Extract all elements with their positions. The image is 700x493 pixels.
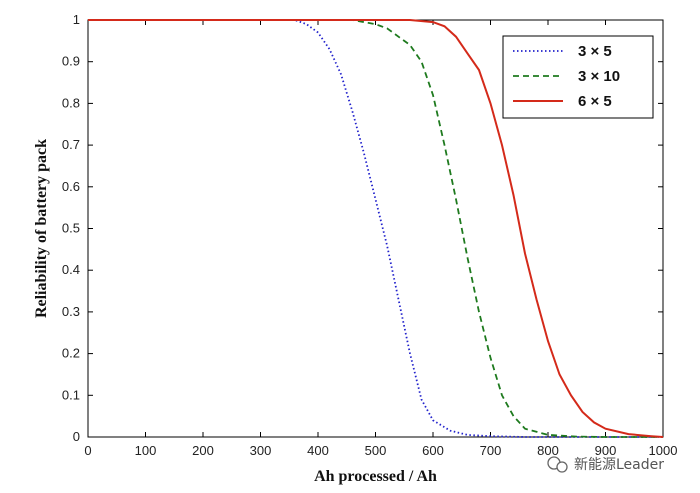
y-axis-title: Reliability of battery pack [33,139,50,318]
y-tick-label: 0.1 [62,387,80,402]
axis-ticks: 0 100 200 300 400 500 600 700 800 900 1000 0 0.1 0.2 0… [62,12,678,458]
legend-box [502,35,654,119]
y-tick-label: 0.5 [62,221,80,236]
legend-label-2: 3 × 10 [578,68,620,85]
x-tick-label: 1000 [649,443,678,458]
y-tick-label: 0.3 [62,304,80,319]
x-tick-label: 700 [480,443,502,458]
y-tick-label: 0.7 [62,137,80,152]
legend-label-3: 6 × 5 [578,93,612,110]
watermark-text: 新能源Leader [574,457,664,473]
x-tick-label: 200 [192,443,214,458]
legend: 3 × 5 3 × 10 6 × 5 [502,35,654,119]
y-tick-label: 1 [73,12,80,27]
wechat-icon-secondary [556,461,568,473]
x-tick-label: 500 [365,443,387,458]
series-lines [88,19,664,438]
y-tick-label: 0 [73,429,80,444]
x-tick-label: 300 [250,443,272,458]
series-line-3 [88,19,664,438]
series-line-2 [88,19,663,438]
x-tick-label: 0 [84,443,91,458]
watermark: 新能源Leader [547,456,664,473]
series-line-1 [88,19,663,438]
x-tick-label: 100 [135,443,157,458]
x-tick-label: 400 [307,443,329,458]
y-tick-label: 0.8 [62,95,80,110]
x-tick-label: 900 [595,443,617,458]
legend-label-1: 3 × 5 [578,43,612,60]
y-tick-label: 0.9 [62,54,80,69]
y-tick-label: 0.2 [62,346,80,361]
x-tick-label: 600 [422,443,444,458]
y-tick-label: 0.4 [62,262,80,277]
y-tick-label: 0.6 [62,179,80,194]
x-tick-label: 800 [537,443,559,458]
x-axis-title: Ah processed / Ah [314,468,437,485]
